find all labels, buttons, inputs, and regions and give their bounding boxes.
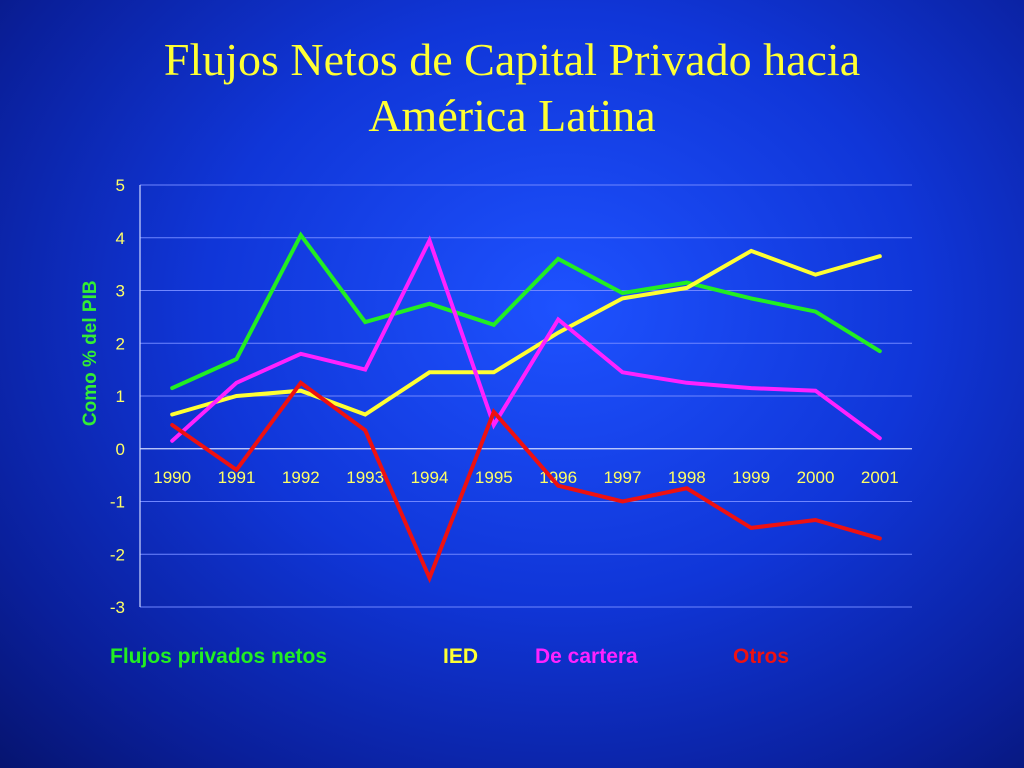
y-tick-label: 3 [116, 282, 125, 301]
y-tick-label: -2 [110, 545, 125, 564]
y-tick-label: 1 [116, 387, 125, 406]
data-point [235, 357, 238, 361]
data-point [814, 273, 817, 276]
series-line-1 [170, 231, 882, 391]
series-lines [170, 231, 882, 584]
slide-title-line-2: América Latina [368, 90, 656, 141]
data-point [814, 518, 817, 522]
legend-flujos-privados-netos: Flujos privados netos [110, 645, 328, 668]
data-point [685, 286, 689, 290]
series-line-2 [170, 248, 882, 417]
data-point [299, 389, 303, 392]
data-point [685, 281, 689, 284]
x-tick-label: 1992 [282, 468, 320, 487]
y-axis-label: Como % del PIB [80, 280, 101, 426]
data-point [492, 323, 496, 326]
data-point [556, 331, 560, 334]
data-point [363, 320, 367, 324]
data-point [685, 487, 689, 490]
legend-ied: IED [443, 645, 479, 668]
data-point [299, 233, 303, 237]
data-point [556, 318, 560, 321]
data-point [428, 239, 431, 242]
x-tick-label: 1994 [411, 468, 449, 487]
data-point [170, 386, 174, 390]
x-axis-ticks: 1990 1991 1992 1993 1994 1995 1996 1997 1998 1999… [153, 468, 898, 487]
data-point [235, 468, 238, 472]
data-point [235, 381, 238, 385]
data-point [428, 371, 431, 374]
data-point [492, 371, 496, 374]
x-tick-label: 2001 [861, 468, 899, 487]
data-point [170, 413, 174, 416]
x-tick-label: 1991 [218, 468, 256, 487]
x-tick-label: 2000 [797, 468, 835, 487]
data-point [878, 349, 882, 353]
data-point [621, 297, 624, 300]
data-point [363, 429, 367, 432]
y-tick-label: 0 [116, 440, 125, 459]
data-point [363, 368, 367, 371]
x-tick-label: 1993 [346, 468, 384, 487]
data-point [749, 297, 753, 300]
data-point [814, 389, 817, 392]
data-point [749, 526, 753, 530]
data-point [363, 413, 367, 416]
y-tick-label: -1 [110, 493, 125, 512]
data-point [621, 371, 624, 374]
slide-title-line-1: Flujos Netos de Capital Privado hacia [163, 34, 861, 85]
data-point [685, 381, 689, 385]
data-point [492, 423, 496, 427]
series-line-3 [170, 235, 882, 443]
legend-otros: Otros [733, 645, 790, 668]
legend-de-cartera: De cartera [535, 645, 638, 668]
x-tick-label: 1998 [668, 468, 706, 487]
data-point [878, 437, 882, 440]
x-tick-label: 1999 [732, 468, 770, 487]
y-tick-label: 5 [116, 176, 125, 195]
series-line-4 [170, 380, 882, 584]
slide-title: Flujos Netos de Capital Privado hacia Am… [0, 32, 1024, 144]
data-point [749, 386, 753, 390]
data-point [299, 381, 303, 385]
data-point [428, 302, 431, 305]
data-point [749, 249, 753, 253]
data-point [814, 310, 817, 313]
data-point [299, 352, 303, 355]
data-point [170, 439, 174, 443]
data-point [621, 500, 624, 503]
data-point [621, 291, 624, 295]
data-point [235, 394, 238, 398]
data-point [878, 537, 882, 540]
data-point [556, 257, 560, 261]
y-tick-label: -3 [110, 598, 125, 617]
y-tick-label: 2 [116, 334, 125, 353]
y-axis-ticks: 5 4 3 2 1 0 -1 -2 -3 [110, 176, 125, 617]
data-point [556, 484, 560, 487]
x-tick-label: 1995 [475, 468, 513, 487]
data-point [492, 410, 496, 414]
data-point [170, 423, 174, 427]
y-tick-label: 4 [116, 229, 125, 248]
data-point [878, 255, 882, 258]
data-point [428, 576, 431, 580]
x-tick-label: 1990 [153, 468, 191, 487]
x-tick-label: 1997 [604, 468, 642, 487]
